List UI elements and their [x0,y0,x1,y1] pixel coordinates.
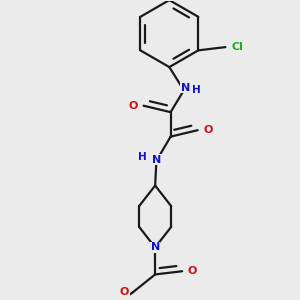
Text: O: O [203,125,213,135]
Text: O: O [129,101,138,111]
Text: N: N [152,155,161,165]
Text: N: N [181,83,190,93]
Text: O: O [188,266,197,276]
Text: H: H [138,152,147,162]
Text: H: H [192,85,201,95]
Text: N: N [151,242,160,252]
Text: Cl: Cl [231,42,243,52]
Text: O: O [120,287,129,298]
